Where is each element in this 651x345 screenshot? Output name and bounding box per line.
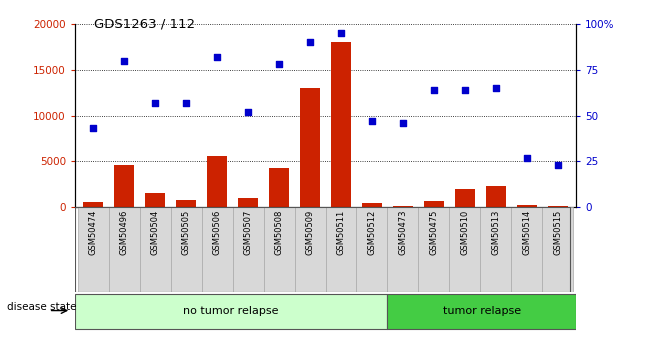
- Point: [460, 87, 470, 93]
- Point: [490, 85, 501, 91]
- Text: GSM50513: GSM50513: [492, 209, 500, 255]
- Bar: [393, 206, 413, 207]
- Point: [150, 100, 161, 106]
- Bar: [517, 205, 536, 207]
- Text: GSM50515: GSM50515: [553, 209, 562, 255]
- Text: GSM50510: GSM50510: [460, 209, 469, 255]
- Point: [181, 100, 191, 106]
- Point: [336, 31, 346, 36]
- Point: [398, 120, 408, 126]
- Text: GDS1263 / 112: GDS1263 / 112: [94, 17, 195, 30]
- Bar: [480, 207, 511, 292]
- Bar: [424, 201, 444, 207]
- Bar: [75, 294, 387, 329]
- Text: GSM50496: GSM50496: [120, 209, 129, 255]
- Bar: [331, 42, 351, 207]
- Bar: [387, 207, 419, 292]
- Bar: [202, 207, 232, 292]
- Text: GSM50473: GSM50473: [398, 209, 408, 255]
- Point: [119, 58, 130, 63]
- Bar: [171, 207, 202, 292]
- Bar: [419, 207, 449, 292]
- Bar: [486, 186, 506, 207]
- Text: GSM50512: GSM50512: [367, 209, 376, 255]
- Text: GSM50511: GSM50511: [337, 209, 346, 255]
- Point: [305, 40, 315, 45]
- Text: GSM50506: GSM50506: [213, 209, 222, 255]
- Bar: [547, 206, 568, 207]
- Text: GSM50504: GSM50504: [151, 209, 159, 255]
- Bar: [294, 207, 326, 292]
- Bar: [238, 198, 258, 207]
- Bar: [357, 207, 387, 292]
- Text: GSM50475: GSM50475: [429, 209, 438, 255]
- Bar: [207, 156, 227, 207]
- Text: no tumor relapse: no tumor relapse: [184, 306, 279, 316]
- Bar: [387, 294, 576, 329]
- Bar: [83, 203, 104, 207]
- Bar: [145, 193, 165, 207]
- Text: tumor relapse: tumor relapse: [443, 306, 521, 316]
- Point: [274, 62, 284, 67]
- Point: [243, 109, 253, 115]
- Point: [212, 54, 223, 60]
- Bar: [362, 203, 382, 207]
- Point: [428, 87, 439, 93]
- Text: disease state: disease state: [7, 303, 76, 312]
- Point: [89, 126, 99, 131]
- Bar: [78, 207, 109, 292]
- Text: GSM50509: GSM50509: [305, 209, 314, 255]
- Bar: [109, 207, 140, 292]
- Text: GSM50505: GSM50505: [182, 209, 191, 255]
- Text: GSM50474: GSM50474: [89, 209, 98, 255]
- Bar: [140, 207, 171, 292]
- Bar: [449, 207, 480, 292]
- Bar: [542, 207, 573, 292]
- Bar: [232, 207, 264, 292]
- Bar: [115, 165, 134, 207]
- Text: GSM50514: GSM50514: [522, 209, 531, 255]
- Bar: [511, 207, 542, 292]
- Bar: [326, 207, 357, 292]
- Bar: [269, 168, 289, 207]
- Bar: [176, 200, 197, 207]
- Point: [521, 155, 532, 160]
- Point: [367, 118, 377, 124]
- Text: GSM50507: GSM50507: [243, 209, 253, 255]
- Point: [552, 162, 562, 168]
- Bar: [300, 88, 320, 207]
- Bar: [264, 207, 294, 292]
- Text: GSM50508: GSM50508: [275, 209, 284, 255]
- Bar: [454, 189, 475, 207]
